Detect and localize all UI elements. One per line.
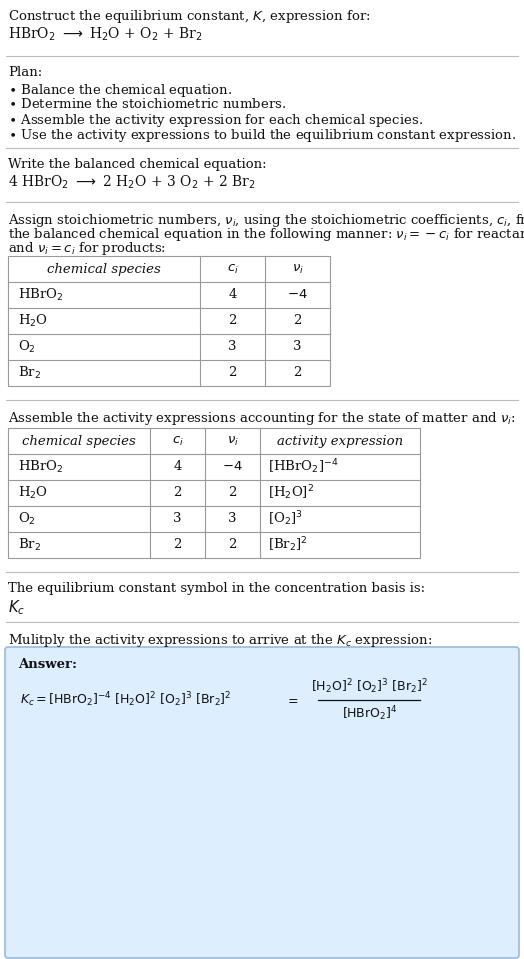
- Text: 2: 2: [228, 366, 237, 380]
- Text: $\mathrm{[HBrO_2]^4}$: $\mathrm{[HBrO_2]^4}$: [342, 705, 398, 723]
- Text: The equilibrium constant symbol in the concentration basis is:: The equilibrium constant symbol in the c…: [8, 582, 425, 595]
- Text: Answer:: Answer:: [18, 658, 77, 671]
- Text: Write the balanced chemical equation:: Write the balanced chemical equation:: [8, 158, 267, 171]
- Text: $K_c = \mathrm{[HBrO_2]^{-4}\ [H_2O]^2\ [O_2]^3\ [Br_2]^2}$: $K_c = \mathrm{[HBrO_2]^{-4}\ [H_2O]^2\ …: [20, 690, 232, 710]
- Text: $K_c$: $K_c$: [8, 598, 25, 617]
- Text: activity expression: activity expression: [277, 434, 403, 448]
- Text: HBrO$_2$: HBrO$_2$: [18, 287, 63, 303]
- Text: [H$_2$O]$^2$: [H$_2$O]$^2$: [268, 483, 314, 503]
- Text: 2: 2: [173, 486, 182, 500]
- Text: $\bullet$ Balance the chemical equation.: $\bullet$ Balance the chemical equation.: [8, 82, 233, 99]
- Text: HBrO$_2$ $\longrightarrow$ H$_2$O + O$_2$ + Br$_2$: HBrO$_2$ $\longrightarrow$ H$_2$O + O$_2…: [8, 26, 202, 43]
- Text: $\nu_i$: $\nu_i$: [226, 434, 238, 448]
- Text: $c_i$: $c_i$: [171, 434, 183, 448]
- Text: Assign stoichiometric numbers, $\nu_i$, using the stoichiometric coefficients, $: Assign stoichiometric numbers, $\nu_i$, …: [8, 212, 524, 229]
- Text: 2: 2: [228, 315, 237, 328]
- Text: $\bullet$ Use the activity expressions to build the equilibrium constant express: $\bullet$ Use the activity expressions t…: [8, 127, 516, 144]
- Bar: [8, 256, 330, 386]
- Text: Plan:: Plan:: [8, 66, 42, 79]
- Text: $c_i$: $c_i$: [226, 263, 238, 275]
- Text: H$_2$O: H$_2$O: [18, 485, 48, 501]
- Text: $\bullet$ Determine the stoichiometric numbers.: $\bullet$ Determine the stoichiometric n…: [8, 97, 286, 111]
- Text: 3: 3: [293, 340, 302, 354]
- Bar: [8, 428, 420, 558]
- Text: 4 HBrO$_2$ $\longrightarrow$ 2 H$_2$O + 3 O$_2$ + 2 Br$_2$: 4 HBrO$_2$ $\longrightarrow$ 2 H$_2$O + …: [8, 174, 256, 192]
- Text: 2: 2: [173, 539, 182, 551]
- Text: 2: 2: [228, 539, 237, 551]
- Text: $-4$: $-4$: [222, 460, 243, 474]
- Text: and $\nu_i = c_i$ for products:: and $\nu_i = c_i$ for products:: [8, 240, 166, 257]
- Text: [O$_2$]$^3$: [O$_2$]$^3$: [268, 509, 303, 528]
- Text: 2: 2: [228, 486, 237, 500]
- Text: Br$_2$: Br$_2$: [18, 365, 41, 381]
- Text: 3: 3: [173, 512, 182, 526]
- Text: Assemble the activity expressions accounting for the state of matter and $\nu_i$: Assemble the activity expressions accoun…: [8, 410, 516, 427]
- Text: chemical species: chemical species: [47, 263, 161, 275]
- Text: 4: 4: [228, 289, 237, 301]
- Text: [HBrO$_2$]$^{-4}$: [HBrO$_2$]$^{-4}$: [268, 457, 339, 477]
- Text: H$_2$O: H$_2$O: [18, 313, 48, 329]
- Text: HBrO$_2$: HBrO$_2$: [18, 459, 63, 475]
- Text: Br$_2$: Br$_2$: [18, 537, 41, 553]
- FancyBboxPatch shape: [5, 647, 519, 958]
- Text: $=$: $=$: [285, 693, 299, 707]
- Text: 2: 2: [293, 315, 302, 328]
- Text: 4: 4: [173, 460, 182, 474]
- Text: $\bullet$ Assemble the activity expression for each chemical species.: $\bullet$ Assemble the activity expressi…: [8, 112, 423, 129]
- Text: O$_2$: O$_2$: [18, 511, 36, 527]
- Text: [Br$_2$]$^2$: [Br$_2$]$^2$: [268, 536, 308, 554]
- Text: 2: 2: [293, 366, 302, 380]
- Text: $\mathrm{[H_2O]^2\ [O_2]^3\ [Br_2]^2}$: $\mathrm{[H_2O]^2\ [O_2]^3\ [Br_2]^2}$: [311, 678, 429, 696]
- Text: chemical species: chemical species: [22, 434, 136, 448]
- Text: 3: 3: [228, 512, 237, 526]
- Text: O$_2$: O$_2$: [18, 339, 36, 355]
- Text: $\nu_i$: $\nu_i$: [291, 263, 303, 275]
- Text: the balanced chemical equation in the following manner: $\nu_i = -c_i$ for react: the balanced chemical equation in the fo…: [8, 226, 524, 243]
- Text: Construct the equilibrium constant, $K$, expression for:: Construct the equilibrium constant, $K$,…: [8, 8, 370, 25]
- Text: 3: 3: [228, 340, 237, 354]
- Text: $-4$: $-4$: [287, 289, 308, 301]
- Text: Mulitply the activity expressions to arrive at the $K_c$ expression:: Mulitply the activity expressions to arr…: [8, 632, 432, 649]
